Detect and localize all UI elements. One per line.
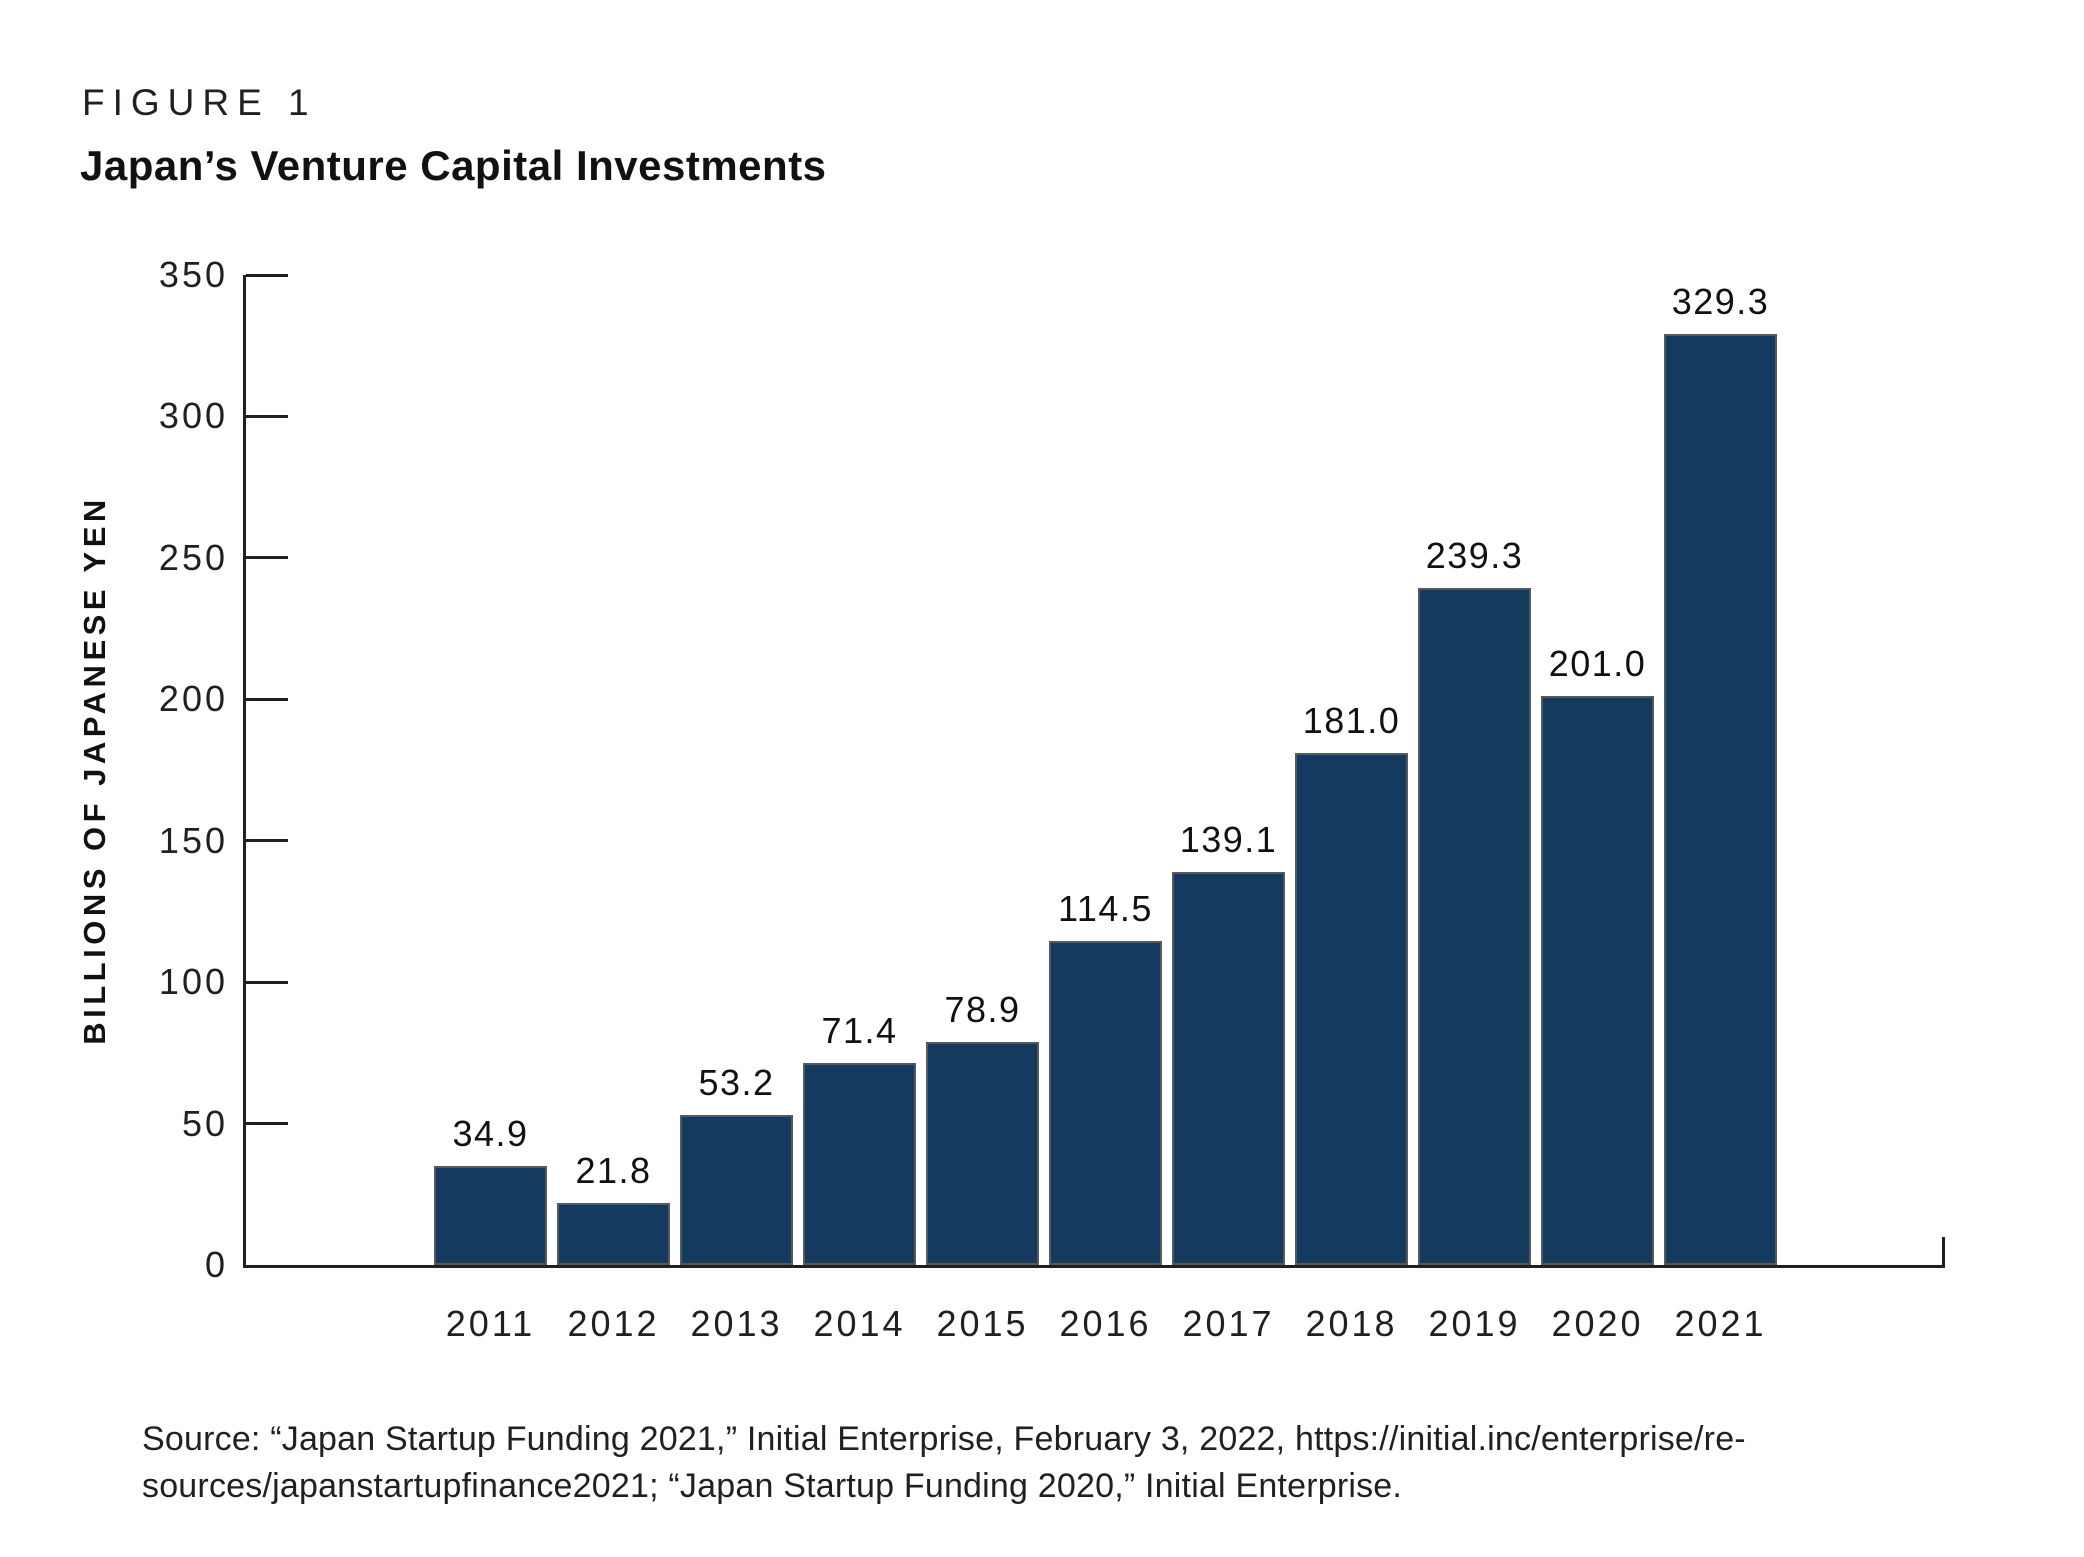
bar-value-label: 53.2 (698, 1061, 775, 1103)
y-tick-label: 50 (181, 1102, 228, 1144)
x-tick-label-2013: 2013 (690, 1303, 783, 1344)
bar-value-label: 78.9 (944, 988, 1021, 1030)
y-axis-line (243, 275, 246, 1268)
y-tick-mark (246, 980, 288, 984)
bar-2014 (803, 1063, 916, 1265)
bar-value-label: 71.4 (821, 1010, 898, 1052)
bar-value-label: 21.8 (575, 1150, 652, 1192)
y-tick-mark (246, 414, 288, 418)
y-tick-mark (246, 556, 288, 560)
bar-2016 (1049, 941, 1162, 1265)
bar-2015 (926, 1041, 1039, 1265)
x-tick-label-2015: 2015 (936, 1303, 1029, 1344)
y-tick-label: 300 (158, 395, 228, 437)
bar-2011 (434, 1166, 547, 1265)
y-tick-mark (246, 697, 288, 701)
x-tick-label-2017: 2017 (1182, 1303, 1275, 1344)
source-line-1: Source: “Japan Startup Funding 2021,” In… (142, 1420, 1746, 1458)
y-tick-label: 250 (158, 536, 228, 578)
figure-label: FIGURE 1 (82, 82, 317, 123)
figure-title: Japan’s Venture Capital Investments (80, 142, 827, 189)
y-tick-label: 350 (158, 254, 228, 295)
bar-2018 (1295, 753, 1408, 1265)
y-tick-label: 150 (158, 819, 228, 861)
y-tick-mark (246, 839, 288, 843)
bar-value-label: 201.0 (1548, 643, 1647, 685)
x-tick-label-2019: 2019 (1428, 1303, 1521, 1344)
bar-2012 (557, 1203, 670, 1265)
bar-value-label: 34.9 (452, 1113, 529, 1155)
x-tick-label-2012: 2012 (567, 1303, 660, 1344)
bar-2013 (680, 1114, 793, 1265)
x-tick-label-2018: 2018 (1305, 1303, 1398, 1344)
source-citation: Source: “Japan Startup Funding 2021,” In… (142, 1416, 1746, 1510)
source-line-2: sources/japanstartupfinance2021; “Japan … (142, 1467, 1403, 1505)
bar-value-label: 181.0 (1302, 700, 1401, 742)
y-tick-mark (246, 273, 288, 277)
y-tick-mark (246, 1122, 288, 1126)
x-tick-label-2021: 2021 (1674, 1303, 1767, 1344)
bar-2017 (1172, 871, 1285, 1265)
x-tick-label-2016: 2016 (1059, 1303, 1152, 1344)
y-tick-label: 0 (204, 1244, 228, 1285)
bar-value-label: 239.3 (1425, 535, 1524, 577)
x-tick-label-2011: 2011 (445, 1303, 536, 1344)
bar-2021 (1664, 333, 1777, 1265)
bar-value-label: 114.5 (1058, 888, 1153, 930)
y-tick-label: 100 (158, 961, 228, 1003)
bar-2019 (1418, 588, 1531, 1265)
x-axis-end-tick (1942, 1237, 1945, 1265)
bar-value-label: 139.1 (1179, 818, 1278, 860)
bar-2020 (1541, 696, 1654, 1265)
bar-value-label: 329.3 (1671, 280, 1770, 322)
y-tick-label: 200 (158, 678, 228, 720)
x-tick-label-2020: 2020 (1551, 1303, 1644, 1344)
x-axis-line (243, 1265, 1945, 1268)
x-tick-label-2014: 2014 (813, 1303, 906, 1344)
